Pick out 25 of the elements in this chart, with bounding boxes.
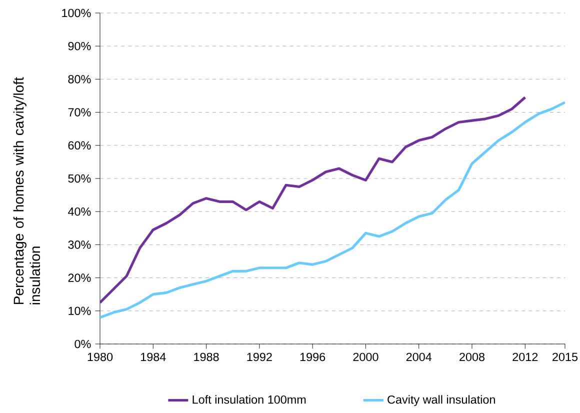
y-tick-label: 60%	[68, 141, 91, 150]
x-tick-label: 2000	[353, 352, 378, 362]
legend-label: Cavity wall insulation	[388, 395, 495, 406]
x-tick-label: 1996	[300, 352, 326, 362]
legend-label: Loft insulation 100mm	[192, 395, 306, 404]
y-tick-label: 30%	[68, 240, 91, 249]
x-tick-label: 1980	[88, 352, 113, 362]
y-tick-label: 90%	[68, 42, 91, 50]
y-tick-label: 80%	[68, 75, 91, 84]
y-tick-label: 100%	[62, 8, 91, 18]
y-tick-label: 70%	[68, 108, 91, 116]
x-tick-label: 2008	[460, 352, 485, 362]
line-series	[100, 96, 526, 304]
y-tick-label: 20%	[68, 274, 91, 282]
y-tick-label: 40%	[68, 207, 91, 216]
x-tick-label: 2004	[406, 352, 432, 362]
y-tick-label: 10%	[68, 306, 91, 316]
x-tick-label: 1988	[194, 352, 219, 362]
y-tick-label: 50%	[68, 174, 91, 183]
x-tick-label: 2015	[552, 352, 578, 362]
x-tick-label: 2012	[512, 352, 538, 362]
y-tick-label: 0%	[74, 340, 91, 348]
x-tick-label: 1992	[247, 352, 272, 362]
y-axis-title: Percentage of homes with cavity/loft insulation	[13, 77, 40, 304]
x-tick-label: 1984	[141, 352, 166, 362]
